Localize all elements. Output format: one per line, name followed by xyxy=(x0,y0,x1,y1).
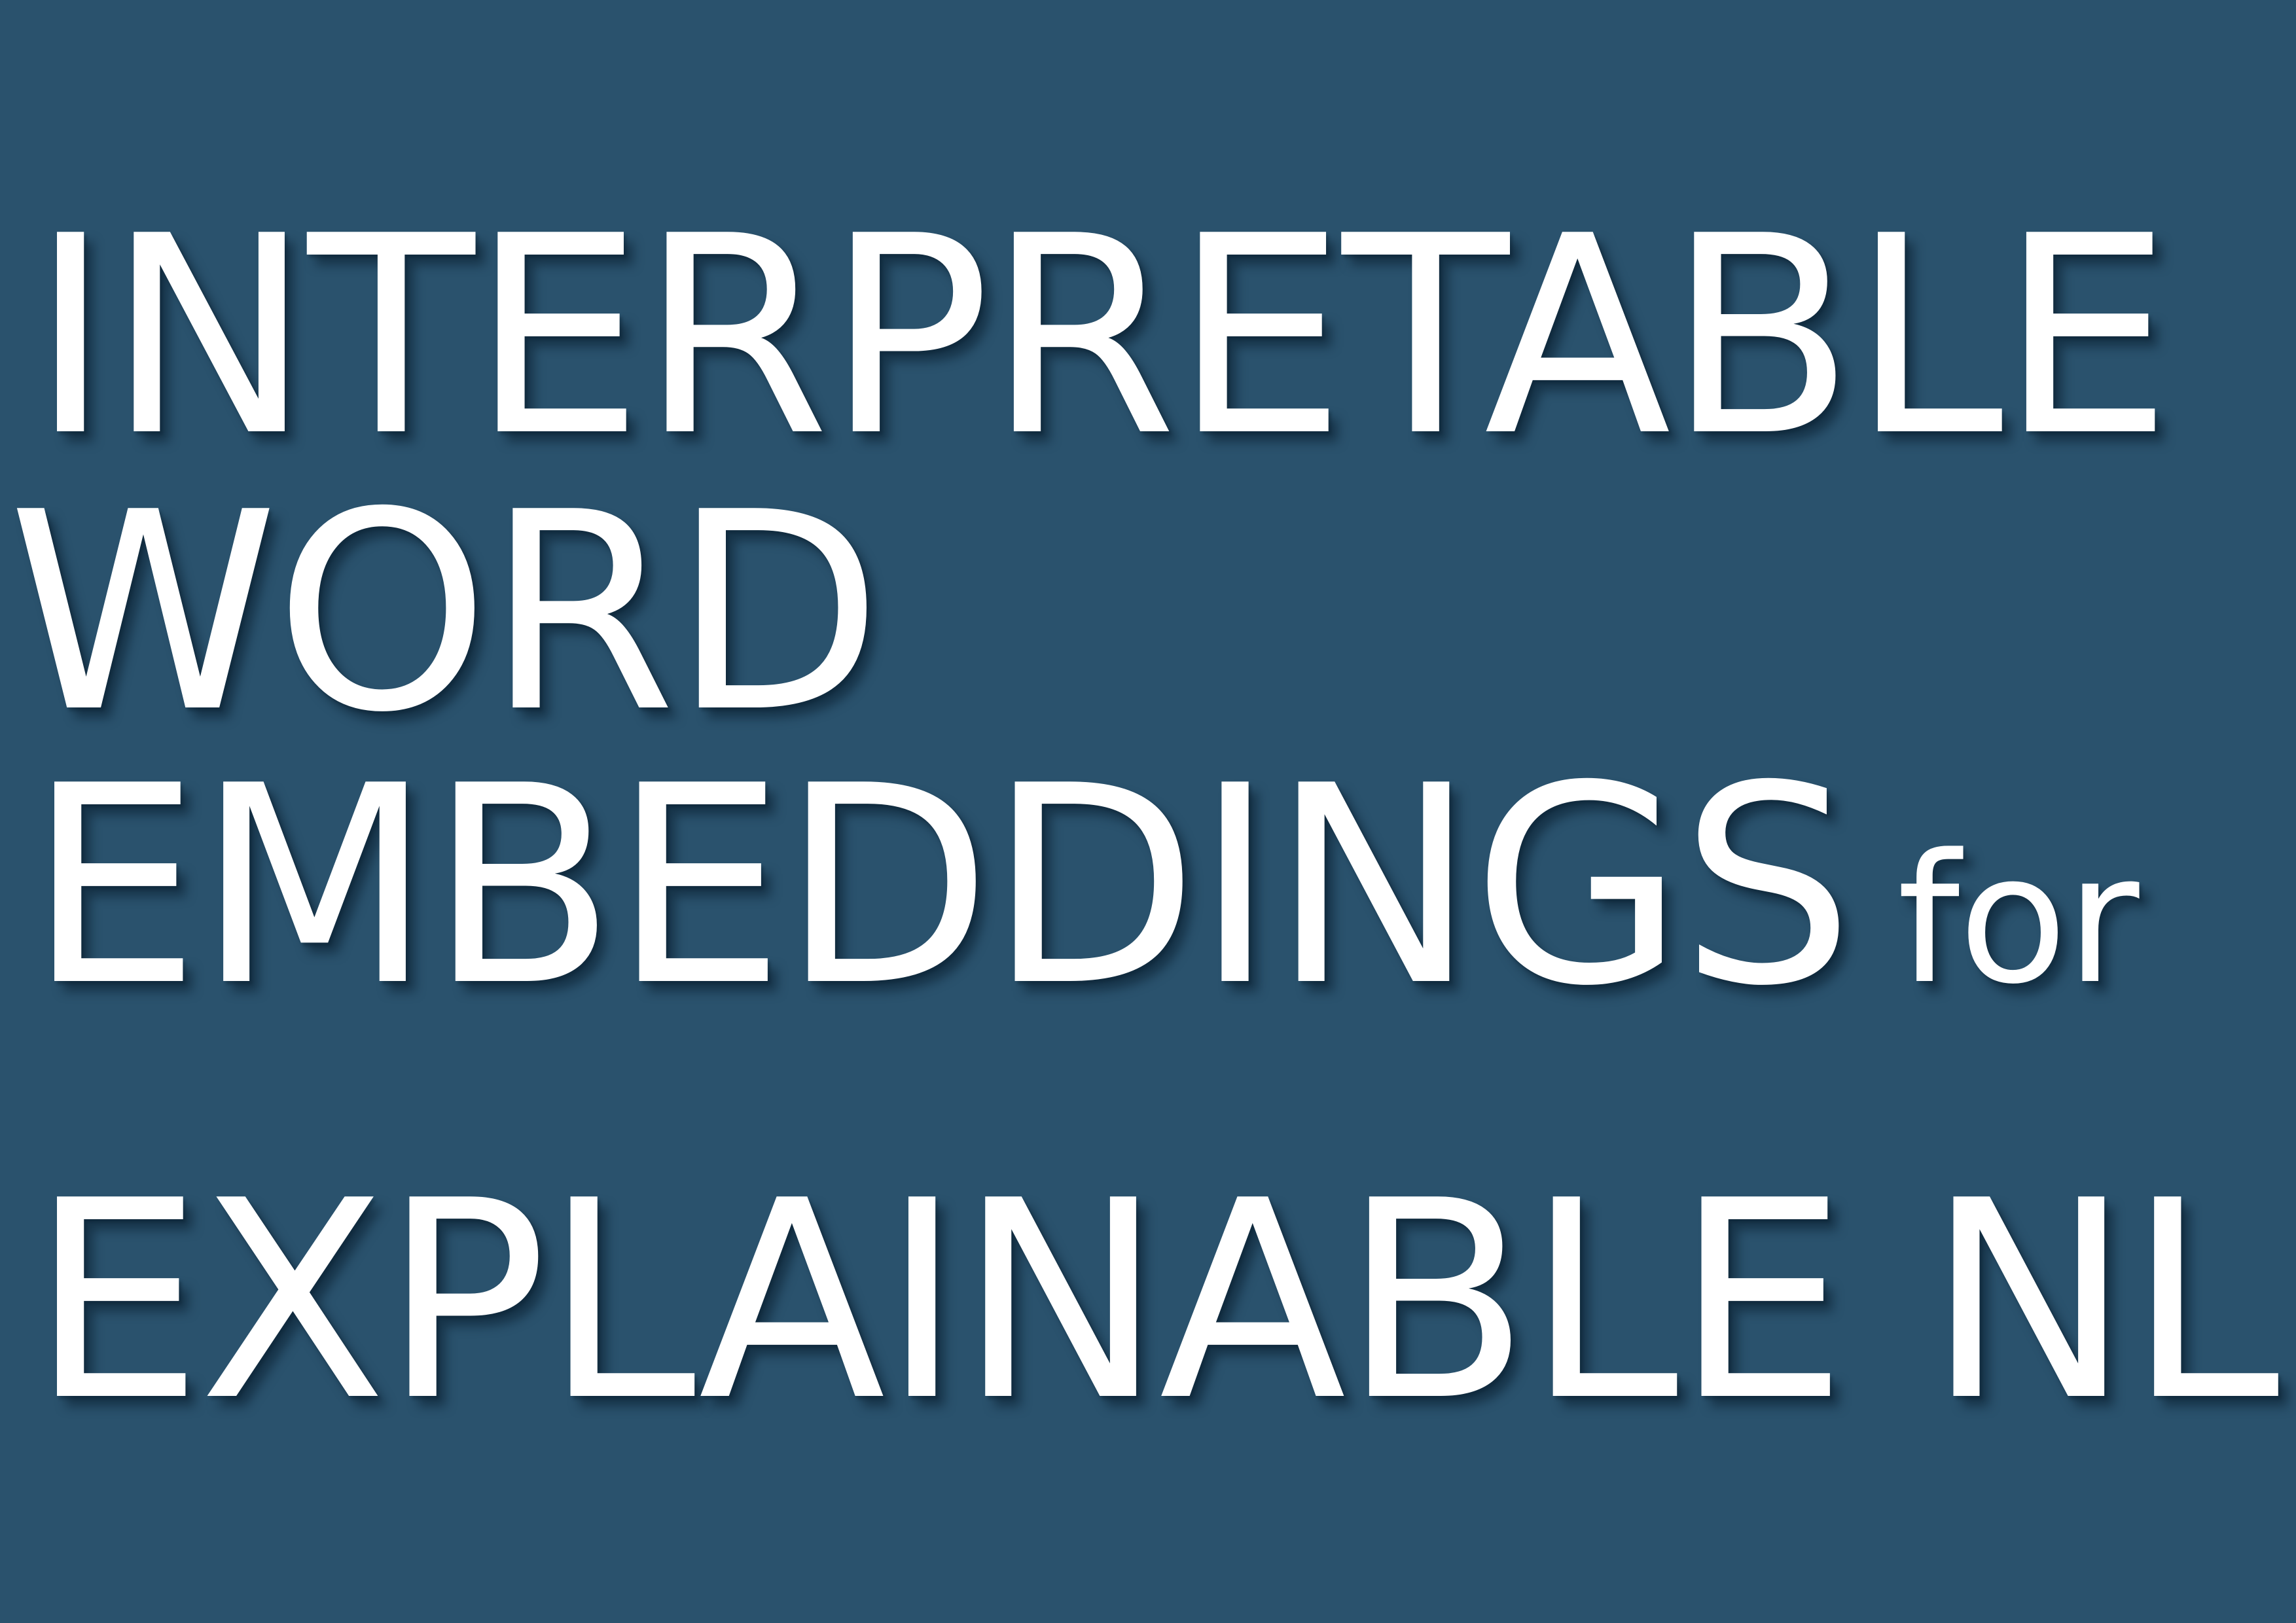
title-line-1: INTERPRETABLE xyxy=(30,177,2172,496)
title-line-3-word: EMBEDDINGS xyxy=(27,727,1854,1046)
title-line-2: WORD xyxy=(8,454,883,772)
title-line-3: EMBEDDINGS for xyxy=(27,750,2140,1024)
title-line-4: EXPLAINABLE NLP xyxy=(30,1142,2296,1461)
connector-word: for xyxy=(1897,817,2140,1024)
